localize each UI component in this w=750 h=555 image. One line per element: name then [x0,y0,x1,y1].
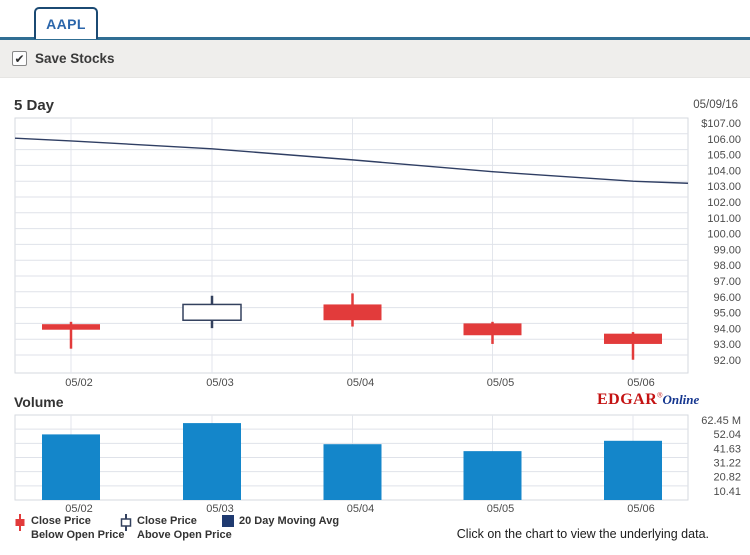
legend-label: Below Open Price [31,529,125,541]
volume-x-label: 05/02 [65,503,93,515]
red-candle-icon [15,514,25,531]
tab-aapl[interactable]: AAPL [34,7,98,39]
tab-aapl-label: AAPL [46,16,86,32]
chart-legend: Close Price Below Open Price Close Price… [14,514,374,550]
price-x-label: 05/04 [347,377,375,389]
price-axis-tick: 95.00 [713,308,741,320]
volume-x-label: 05/04 [347,503,375,515]
volume-axis-tick: 52.04 [713,429,741,441]
volume-axis-tick: 41.63 [713,443,741,455]
price-axis-tick: 99.00 [713,244,741,256]
candle-05/05[interactable] [463,321,522,344]
online-logo-text: Online [662,392,700,407]
volume-axis-tick: 62.45 M [701,415,741,427]
candle-05/03[interactable] [182,295,242,329]
save-stocks-checkbox[interactable]: ✔ [12,51,27,66]
legend-item-close-above-open: Close Price Above Open Price [120,514,232,542]
edgar-logo-text: EDGAR [597,391,658,408]
price-axis-tick: $107.00 [701,118,741,130]
price-axis-tick: 102.00 [707,197,741,209]
volume-axis-tick: 10.41 [713,486,741,498]
save-stocks-label: Save Stocks [35,51,115,66]
volume-x-label: 05/03 [206,503,234,515]
save-stocks-bar: ✔ Save Stocks [0,40,750,78]
white-candle-icon [120,514,132,531]
price-plot[interactable]: $107.00 106.00 105.00 104.00 103.00 102.00 101… [14,117,741,389]
candle-05/02[interactable] [42,321,100,349]
volume-x-label: 05/05 [487,503,515,515]
click-chart-note: Click on the chart to view the underlyin… [456,527,709,541]
price-axis-tick: 92.00 [713,355,741,367]
volume-x-label: 05/06 [627,503,655,515]
price-axis-tick: 94.00 [713,323,741,335]
legend-label: Close Price [137,515,197,527]
legend-item-moving-avg: 20 Day Moving Avg [222,514,339,528]
volume-bar-05/04[interactable] [323,444,382,500]
volume-axis-tick: 31.22 [713,458,741,470]
legend-label: 20 Day Moving Avg [239,515,340,527]
price-axis-tick: 93.00 [713,339,741,351]
price-axis-tick: 105.00 [707,150,741,162]
legend-label: Close Price [31,515,91,527]
price-axis-tick: 100.00 [707,229,741,241]
volume-plot[interactable]: 62.45 M 52.04 41.63 31.22 20.82 10.41 05/02 05/… [14,414,741,515]
price-axis-tick: 96.00 [713,292,741,304]
volume-bar-05/02[interactable] [42,434,100,500]
volume-bar-05/03[interactable] [183,423,241,500]
candle-05/04[interactable] [323,293,382,327]
candle-05/06[interactable] [604,332,662,360]
volume-bar-05/06[interactable] [604,440,662,500]
volume-bar-05/05[interactable] [463,451,522,500]
price-axis-tick: 106.00 [707,134,741,146]
price-x-label: 05/02 [65,377,93,389]
price-axis-tick: 98.00 [713,260,741,272]
volume-chart-title: Volume [14,394,64,410]
price-axis-tick: 97.00 [713,276,741,288]
price-axis-tick: 104.00 [707,165,741,177]
volume-axis-tick: 20.82 [713,472,741,484]
moving-average-line [14,137,689,184]
legend-label: Above Open Price [137,529,232,541]
registered-mark: ® [657,392,663,400]
edgar-online-logo: EDGAR®Online [597,391,699,409]
legend-item-close-below-open: Close Price Below Open Price [14,514,125,542]
price-chart-title: 5 Day [14,97,55,114]
navy-square-icon [222,515,234,527]
price-x-label: 05/05 [487,377,515,389]
tab-bar: AAPL [0,0,750,39]
price-x-label: 05/06 [627,377,655,389]
price-x-label: 05/03 [206,377,234,389]
price-axis-tick: 101.00 [707,213,741,225]
price-axis-tick: 103.00 [707,181,741,193]
tab-divider-rule [0,37,750,40]
as-of-date: 05/09/16 [693,99,738,111]
